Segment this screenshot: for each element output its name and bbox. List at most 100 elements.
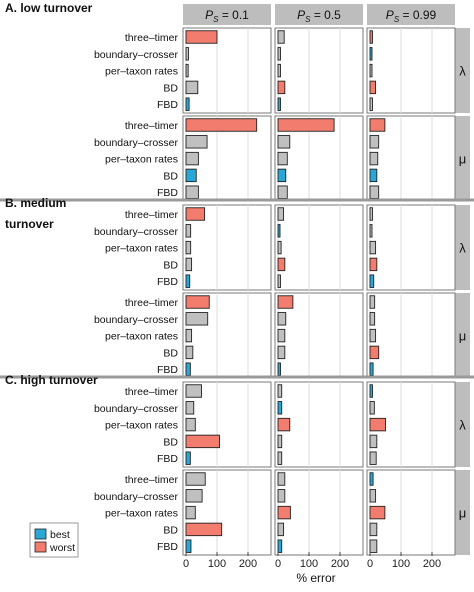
bar xyxy=(277,505,291,520)
category-label: FBD xyxy=(157,364,178,376)
category-label: FBD xyxy=(157,187,178,199)
panel xyxy=(274,381,364,468)
bar xyxy=(185,168,197,183)
bar xyxy=(185,345,194,360)
column-headers: PS = 0.1 PS = 0.5 PS = 0.99 xyxy=(183,4,455,25)
panel-frame xyxy=(366,292,456,379)
legend-swatch-worst xyxy=(34,541,47,553)
bar xyxy=(369,168,378,183)
bar xyxy=(369,417,386,432)
panel xyxy=(274,115,364,202)
bar xyxy=(277,362,281,376)
x-tick-label: 0 xyxy=(183,558,189,570)
bar xyxy=(277,135,291,149)
category-label: FBD xyxy=(157,541,178,553)
bar xyxy=(185,257,193,272)
category-label: boundary–crosser xyxy=(94,314,179,326)
bar xyxy=(277,185,288,199)
bar xyxy=(185,505,196,520)
bar xyxy=(185,151,199,166)
category-label: BD xyxy=(163,524,178,536)
category-label: FBD xyxy=(157,276,178,288)
bar xyxy=(369,401,375,415)
column-header-subscript: S xyxy=(213,15,219,24)
x-tick-label: 100 xyxy=(208,558,226,570)
parameter-label: μ xyxy=(459,152,467,167)
category-label: three–timer xyxy=(125,32,179,44)
bar xyxy=(277,384,283,398)
x-tick-label: 0 xyxy=(367,558,373,570)
panel xyxy=(182,381,272,468)
bar xyxy=(277,539,283,553)
column-header-symbol: P xyxy=(205,8,213,22)
bar xyxy=(369,207,373,221)
bar xyxy=(369,118,386,132)
bar xyxy=(369,384,373,398)
bar xyxy=(369,312,376,326)
bar xyxy=(277,401,283,415)
bar xyxy=(369,328,377,343)
category-label: boundary–crosser xyxy=(94,403,179,415)
bar xyxy=(277,240,282,255)
bar xyxy=(277,118,335,132)
category-label: per–taxon rates xyxy=(105,331,178,343)
bar xyxy=(369,489,377,503)
bar xyxy=(277,472,286,486)
column-header-value: = 0.99 xyxy=(399,8,436,22)
bar xyxy=(277,312,287,326)
parameter-label: λ xyxy=(459,418,466,433)
panel xyxy=(274,204,364,291)
panel xyxy=(182,204,272,291)
category-label: per–taxon rates xyxy=(105,66,178,78)
bar xyxy=(277,30,285,44)
bar xyxy=(369,434,378,449)
bar xyxy=(185,240,192,255)
bar xyxy=(277,207,285,221)
column-header-1: PS = 0.1 xyxy=(205,8,249,24)
bar xyxy=(277,151,288,166)
bar xyxy=(277,274,281,288)
parameter-label: λ xyxy=(459,64,466,79)
x-axis-label: % error xyxy=(296,571,335,585)
category-label: per–taxon rates xyxy=(105,420,178,432)
bar xyxy=(185,185,199,199)
parameter-strip xyxy=(455,382,470,467)
panel xyxy=(182,27,272,114)
bar xyxy=(185,312,209,326)
x-tick-label: 0 xyxy=(275,558,281,570)
column-header-symbol: P xyxy=(297,8,305,22)
bar xyxy=(185,274,191,288)
bar xyxy=(369,80,377,95)
category-label: BD xyxy=(163,259,178,271)
category-label: boundary–crosser xyxy=(94,491,179,503)
parameter-strip xyxy=(455,293,470,378)
panel xyxy=(274,469,364,556)
panel-frame xyxy=(366,27,456,114)
legend-label-best: best xyxy=(50,529,70,541)
bar xyxy=(185,362,191,376)
column-strip-2 xyxy=(275,4,363,25)
column-header-value: = 0.5 xyxy=(311,8,342,22)
category-label: BD xyxy=(163,170,178,182)
bar xyxy=(277,522,285,537)
bar xyxy=(277,345,286,360)
bar xyxy=(277,451,283,465)
bar xyxy=(369,362,374,376)
bar xyxy=(369,224,373,238)
bar xyxy=(369,345,380,360)
category-label: boundary–crosser xyxy=(94,49,179,61)
panel-frame xyxy=(274,27,364,114)
column-header-symbol: P xyxy=(386,8,394,22)
panel xyxy=(366,115,456,202)
column-header-value: = 0.1 xyxy=(219,8,250,22)
bar xyxy=(369,240,377,255)
category-label: per–taxon rates xyxy=(105,508,178,520)
category-label: FBD xyxy=(157,453,178,465)
parameter-label: μ xyxy=(459,329,467,344)
x-tick-label: 200 xyxy=(239,558,257,570)
category-label: FBD xyxy=(157,99,178,111)
parameter-strip xyxy=(455,470,470,555)
bar xyxy=(369,135,380,149)
